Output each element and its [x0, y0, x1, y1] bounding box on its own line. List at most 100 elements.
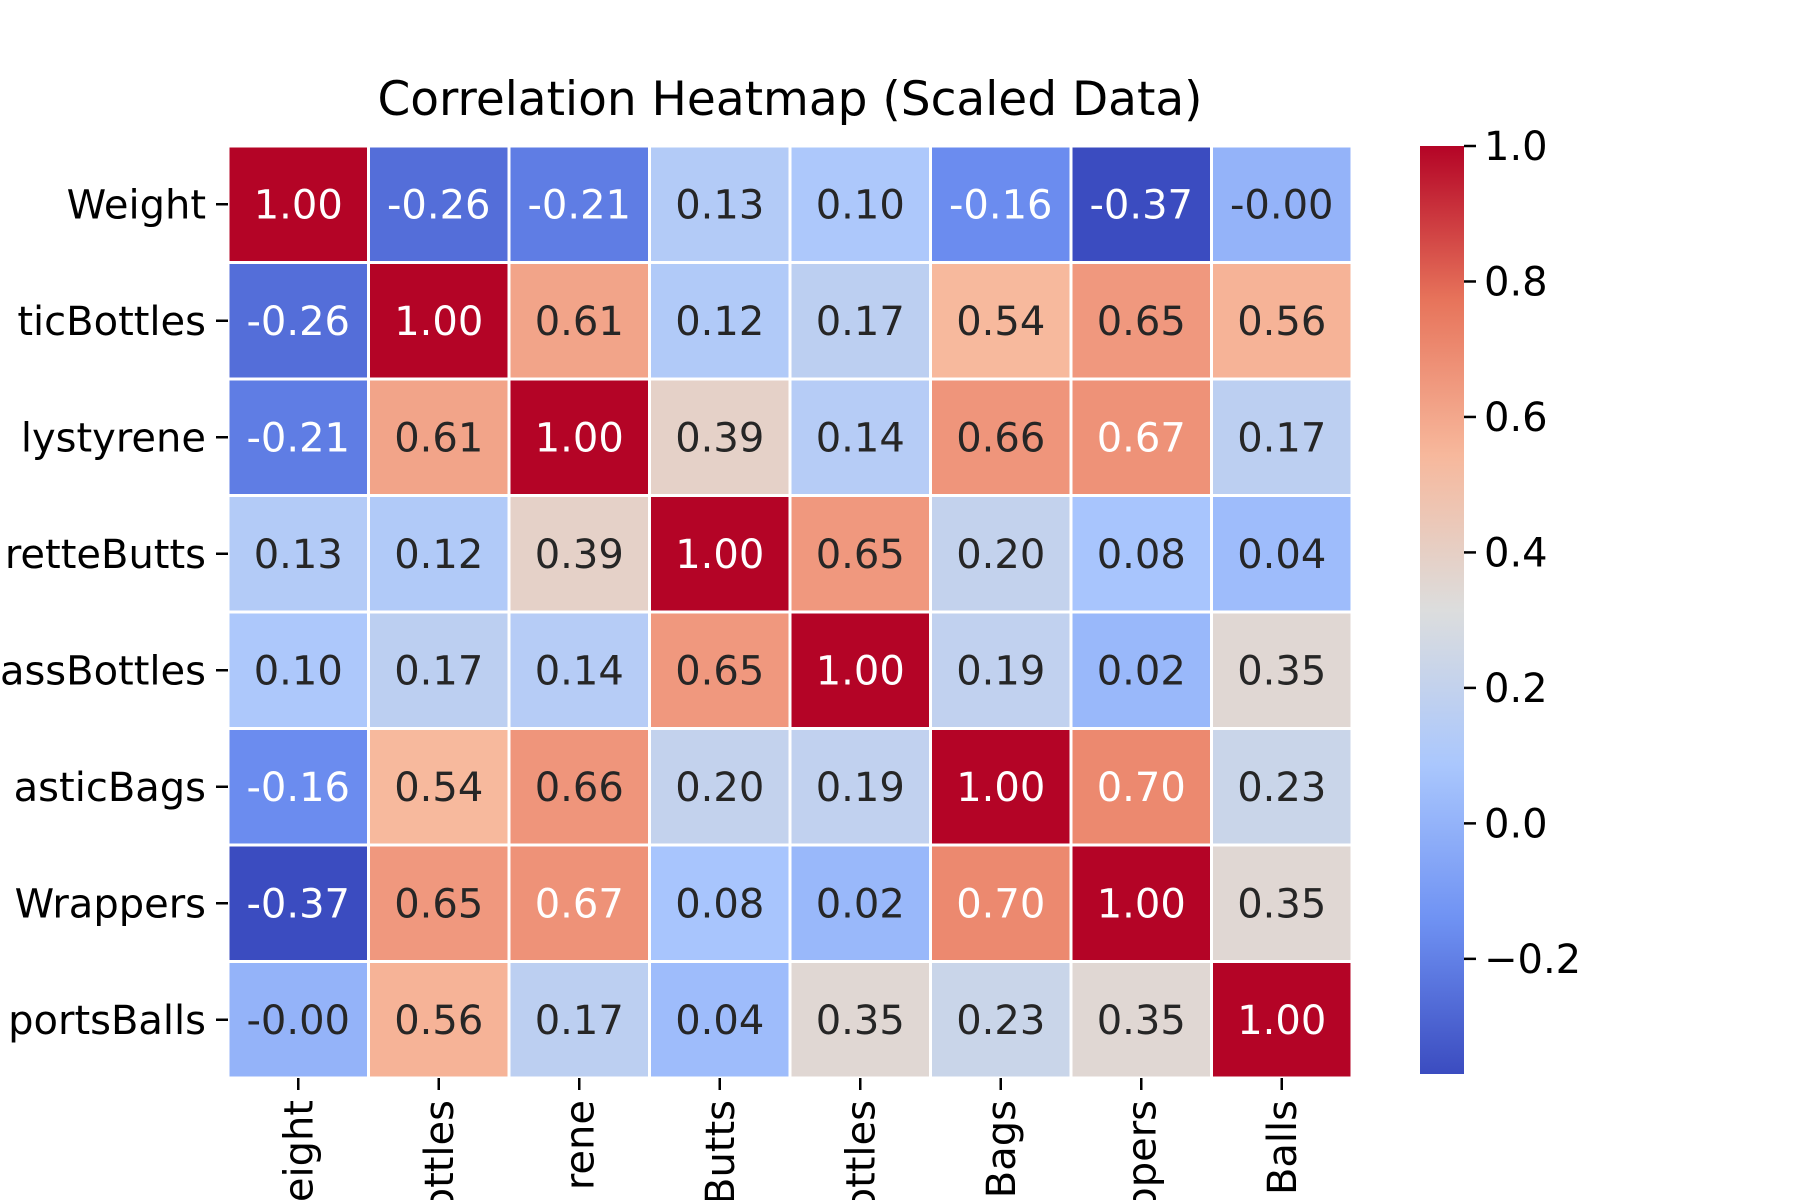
- heatmap-cell: [788, 727, 932, 847]
- heatmap-cell: [507, 377, 651, 497]
- cell-value-label: 0.56: [1237, 299, 1326, 345]
- heatmap-cell: [367, 261, 511, 381]
- colorbar: 1.0 0.8 0.6 0.4 0.2 0.0 −0.2: [1420, 124, 1581, 1074]
- cell-value-label: 0.14: [816, 415, 905, 461]
- cell-value-label: 0.20: [956, 532, 1045, 578]
- column-label: ottles: [417, 1100, 463, 1200]
- cell-value-label: 0.04: [1237, 532, 1326, 578]
- column-label: Balls: [1260, 1100, 1306, 1195]
- heatmap-cell: [929, 261, 1073, 381]
- cell-value-label: 0.17: [535, 998, 624, 1044]
- cell-value-label: 1.00: [254, 182, 343, 228]
- colorbar-tick-label: 1.0: [1484, 124, 1548, 170]
- heatmap-cell: [929, 960, 1073, 1080]
- heatmap-cell: [1069, 494, 1213, 614]
- heatmap-cell: [929, 843, 1073, 963]
- colorbar-tick-label: 0.0: [1484, 801, 1548, 847]
- row-label: assBottles: [0, 648, 206, 694]
- cell-value-label: 0.39: [535, 532, 624, 578]
- cell-value-label: 0.39: [675, 415, 764, 461]
- heatmap-cell: [507, 960, 651, 1080]
- heatmap-cell: [648, 960, 792, 1080]
- heatmap-cell: [507, 144, 651, 264]
- cell-value-label: 0.08: [1097, 532, 1186, 578]
- colorbar-tick-label: −0.2: [1484, 937, 1581, 983]
- cell-value-label: 1.00: [675, 532, 764, 578]
- heatmap-cell: [367, 377, 511, 497]
- cell-value-label: 1.00: [956, 765, 1045, 811]
- heatmap-cell: [648, 843, 792, 963]
- heatmap-cell: [507, 727, 651, 847]
- heatmap-cell: [367, 494, 511, 614]
- heatmap-cell: [226, 727, 370, 847]
- heatmap-cell: [226, 144, 370, 264]
- heatmap-cell: [1210, 843, 1354, 963]
- cell-value-label: 0.54: [956, 299, 1045, 345]
- heatmap-cell: [648, 727, 792, 847]
- heatmap-cell: [226, 377, 370, 497]
- cell-value-label: 0.17: [1237, 415, 1326, 461]
- cell-value-label: 0.70: [1097, 765, 1186, 811]
- column-label: ottles: [838, 1100, 884, 1200]
- heatmap-cell: [1069, 960, 1213, 1080]
- cell-value-label: 0.23: [1237, 765, 1326, 811]
- cell-value-label: 0.08: [675, 881, 764, 927]
- cell-value-label: 1.00: [535, 415, 624, 461]
- row-label: ticBottles: [17, 299, 206, 345]
- heatmap-cell: [1210, 494, 1354, 614]
- cell-value-label: 0.35: [1237, 881, 1326, 927]
- cell-value-label: 0.02: [816, 881, 905, 927]
- cell-value-label: 0.54: [394, 765, 483, 811]
- heatmap-cell: [367, 960, 511, 1080]
- heatmap-cell: [929, 494, 1073, 614]
- cell-value-label: 1.00: [394, 299, 483, 345]
- cell-value-label: 0.02: [1097, 648, 1186, 694]
- column-label: rene: [557, 1100, 603, 1190]
- heatmap-cell: [507, 843, 651, 963]
- cell-value-label: -0.37: [1090, 182, 1194, 228]
- heatmap-cell: [1069, 377, 1213, 497]
- heatmap-cell: [1210, 727, 1354, 847]
- heatmap-cell: [367, 843, 511, 963]
- cell-value-label: -0.16: [247, 765, 351, 811]
- heatmap-cell: [929, 727, 1073, 847]
- cell-value-label: 0.13: [254, 532, 343, 578]
- column-label: ppers: [1119, 1100, 1165, 1200]
- cell-value-label: 0.61: [394, 415, 483, 461]
- cell-value-label: 0.67: [535, 881, 624, 927]
- cell-value-label: -0.26: [387, 182, 491, 228]
- cell-value-label: 1.00: [1237, 998, 1326, 1044]
- cell-value-label: 0.65: [675, 648, 764, 694]
- row-label: Weight: [67, 182, 206, 228]
- heatmap-cell: [1069, 261, 1213, 381]
- cell-value-label: -0.37: [247, 881, 351, 927]
- row-label: Wrappers: [15, 881, 206, 927]
- cell-value-label: -0.16: [949, 182, 1053, 228]
- cell-value-label: 0.19: [956, 648, 1045, 694]
- heatmap-cell: [1210, 610, 1354, 730]
- colorbar-tick-label: 0.2: [1484, 666, 1548, 712]
- cell-value-label: 0.04: [675, 998, 764, 1044]
- cell-value-label: 0.35: [1097, 998, 1186, 1044]
- row-label: lystyrene: [21, 415, 206, 461]
- column-label: eight: [276, 1100, 322, 1200]
- cell-value-label: 0.35: [816, 998, 905, 1044]
- column-labels: eight ottles rene Butts ottles Bags ppers Balls: [276, 1078, 1306, 1200]
- cell-value-label: -0.00: [1230, 182, 1334, 228]
- colorbar-tick-label: 0.4: [1484, 530, 1548, 576]
- cell-value-label: 0.13: [675, 182, 764, 228]
- cell-value-label: -0.21: [528, 182, 632, 228]
- row-label: portsBalls: [8, 998, 206, 1044]
- cell-value-label: 0.65: [1097, 299, 1186, 345]
- column-label: Bags: [979, 1100, 1025, 1198]
- cell-value-label: 1.00: [1097, 881, 1186, 927]
- colorbar-gradient: [1420, 146, 1464, 1074]
- heatmap-cell: [929, 377, 1073, 497]
- heatmap-cell: [788, 377, 932, 497]
- heatmap-cell: [1069, 727, 1213, 847]
- row-labels: Weight ticBottles lystyrene retteButts assBo…: [0, 182, 228, 1044]
- heatmap-cell: [929, 610, 1073, 730]
- heatmap-cells: 1.00 -0.26 -0.21 0.13 0.10 -0.16 -0.37 -0.00 -0.…: [226, 144, 1354, 1080]
